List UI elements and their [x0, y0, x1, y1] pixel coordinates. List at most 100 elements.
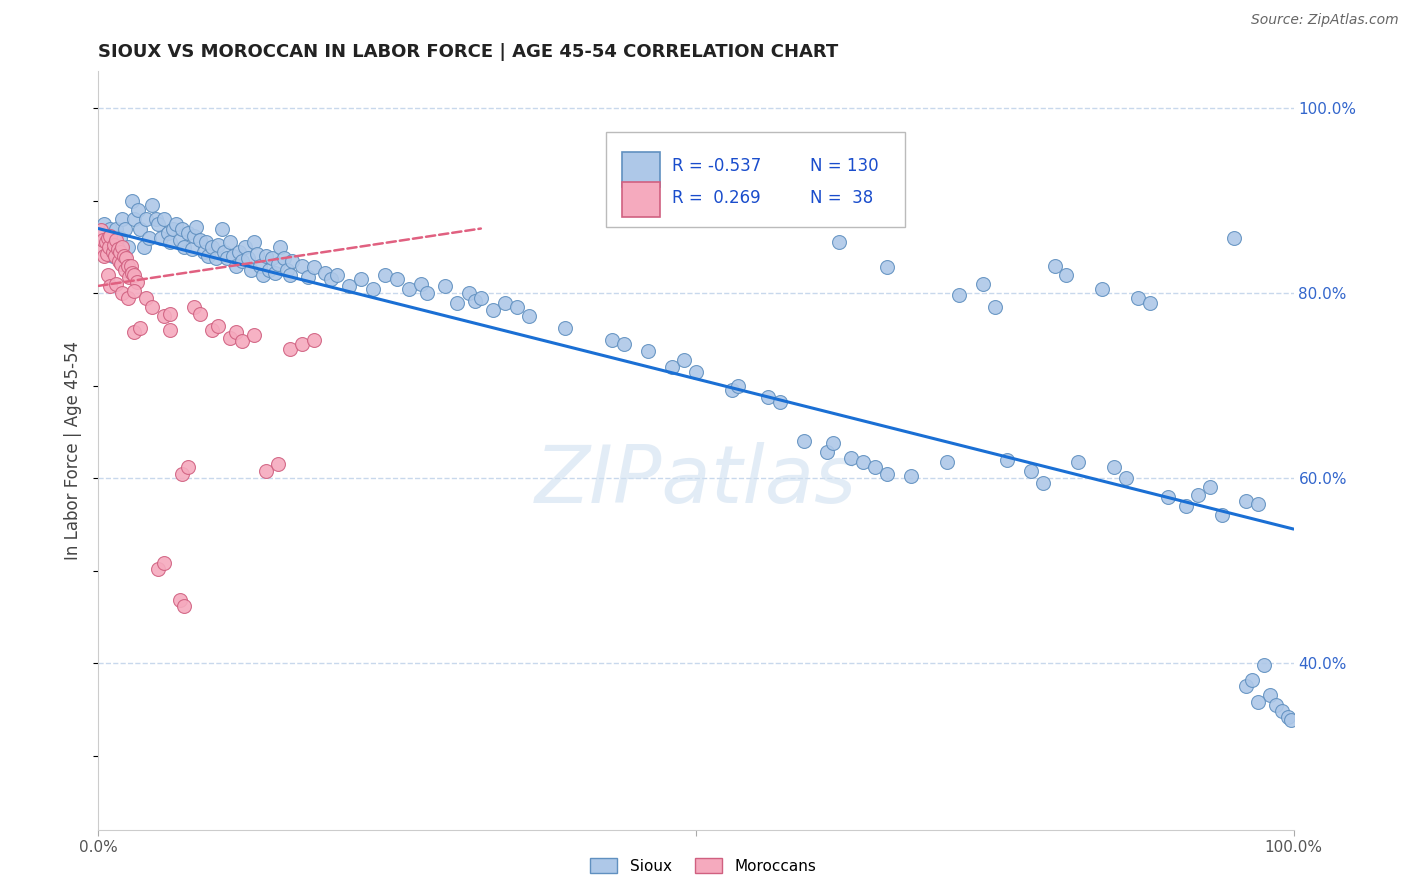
Point [339, 278, 360, 293]
Point [101, 244, 124, 259]
Point [93, 217, 115, 231]
Point [121, 194, 143, 208]
Point [172, 221, 194, 235]
Point [326, 268, 349, 282]
Point [211, 221, 233, 235]
Point [132, 240, 155, 254]
Point [212, 244, 235, 259]
Point [1277, 710, 1299, 724]
Point [433, 278, 456, 293]
Text: R =  0.269: R = 0.269 [672, 189, 761, 207]
Point [121, 266, 143, 280]
Point [793, 434, 815, 449]
Point [177, 226, 200, 240]
Point [446, 295, 468, 310]
Point [141, 198, 163, 212]
Point [201, 240, 224, 254]
Point [823, 436, 845, 450]
Point [374, 268, 396, 282]
Point [243, 327, 266, 342]
Point [661, 360, 683, 375]
Point [1054, 268, 1078, 282]
Point [117, 240, 139, 254]
Point [398, 282, 420, 296]
Point [153, 212, 176, 227]
Point [114, 221, 136, 235]
FancyBboxPatch shape [621, 182, 661, 217]
Point [876, 467, 898, 481]
Point [1234, 679, 1257, 693]
Point [117, 291, 139, 305]
Point [995, 452, 1018, 467]
Point [637, 343, 659, 358]
Point [350, 272, 373, 286]
Point [685, 365, 707, 379]
Point [108, 231, 131, 245]
Point [1264, 698, 1286, 712]
Point [149, 231, 172, 245]
Point [269, 240, 291, 254]
Point [756, 390, 779, 404]
Point [219, 331, 242, 345]
Point [153, 310, 176, 324]
Text: Source: ZipAtlas.com: Source: ZipAtlas.com [1251, 13, 1399, 28]
Point [125, 275, 148, 289]
Point [97, 231, 120, 245]
Point [815, 445, 838, 459]
Point [183, 229, 205, 244]
Point [246, 247, 269, 261]
Point [165, 217, 187, 231]
Point [506, 300, 529, 314]
Point [127, 202, 149, 217]
Point [235, 240, 257, 254]
Point [852, 454, 875, 468]
Text: N = 130: N = 130 [810, 157, 879, 175]
Point [302, 260, 325, 275]
Point [1234, 494, 1257, 508]
Text: SIOUX VS MOROCCAN IN LABOR FORCE | AGE 45-54 CORRELATION CHART: SIOUX VS MOROCCAN IN LABOR FORCE | AGE 4… [98, 44, 838, 62]
Point [148, 217, 170, 231]
Point [278, 342, 301, 356]
Point [984, 300, 1007, 314]
Point [225, 259, 247, 273]
Point [828, 235, 851, 250]
Text: R = -0.537: R = -0.537 [672, 157, 761, 175]
Point [1043, 259, 1066, 273]
Point [1279, 714, 1302, 728]
Point [936, 454, 959, 468]
Point [302, 333, 325, 347]
Text: ZIPatlas: ZIPatlas [534, 442, 858, 520]
Point [112, 249, 135, 263]
Point [276, 263, 298, 277]
Point [602, 333, 624, 347]
Point [105, 221, 128, 235]
Point [1187, 488, 1209, 502]
Point [863, 460, 887, 475]
Point [1258, 689, 1281, 703]
Point [114, 263, 136, 277]
Point [194, 235, 218, 250]
FancyBboxPatch shape [621, 152, 661, 186]
Point [98, 240, 121, 254]
Text: N =  38: N = 38 [810, 189, 873, 207]
Point [1139, 295, 1161, 310]
Point [105, 277, 128, 291]
Point [219, 235, 242, 250]
Point [1175, 499, 1198, 513]
Point [254, 464, 277, 478]
Point [1222, 231, 1246, 245]
Point [281, 254, 304, 268]
Point [876, 260, 898, 275]
Point [148, 562, 170, 576]
Point [411, 277, 433, 291]
Point [105, 233, 128, 247]
Point [169, 233, 191, 247]
Point [231, 254, 253, 268]
Point [1128, 291, 1150, 305]
Point [111, 212, 134, 227]
Point [458, 286, 481, 301]
Point [141, 300, 163, 314]
Point [948, 288, 970, 302]
Point [188, 233, 211, 247]
Point [124, 285, 146, 299]
